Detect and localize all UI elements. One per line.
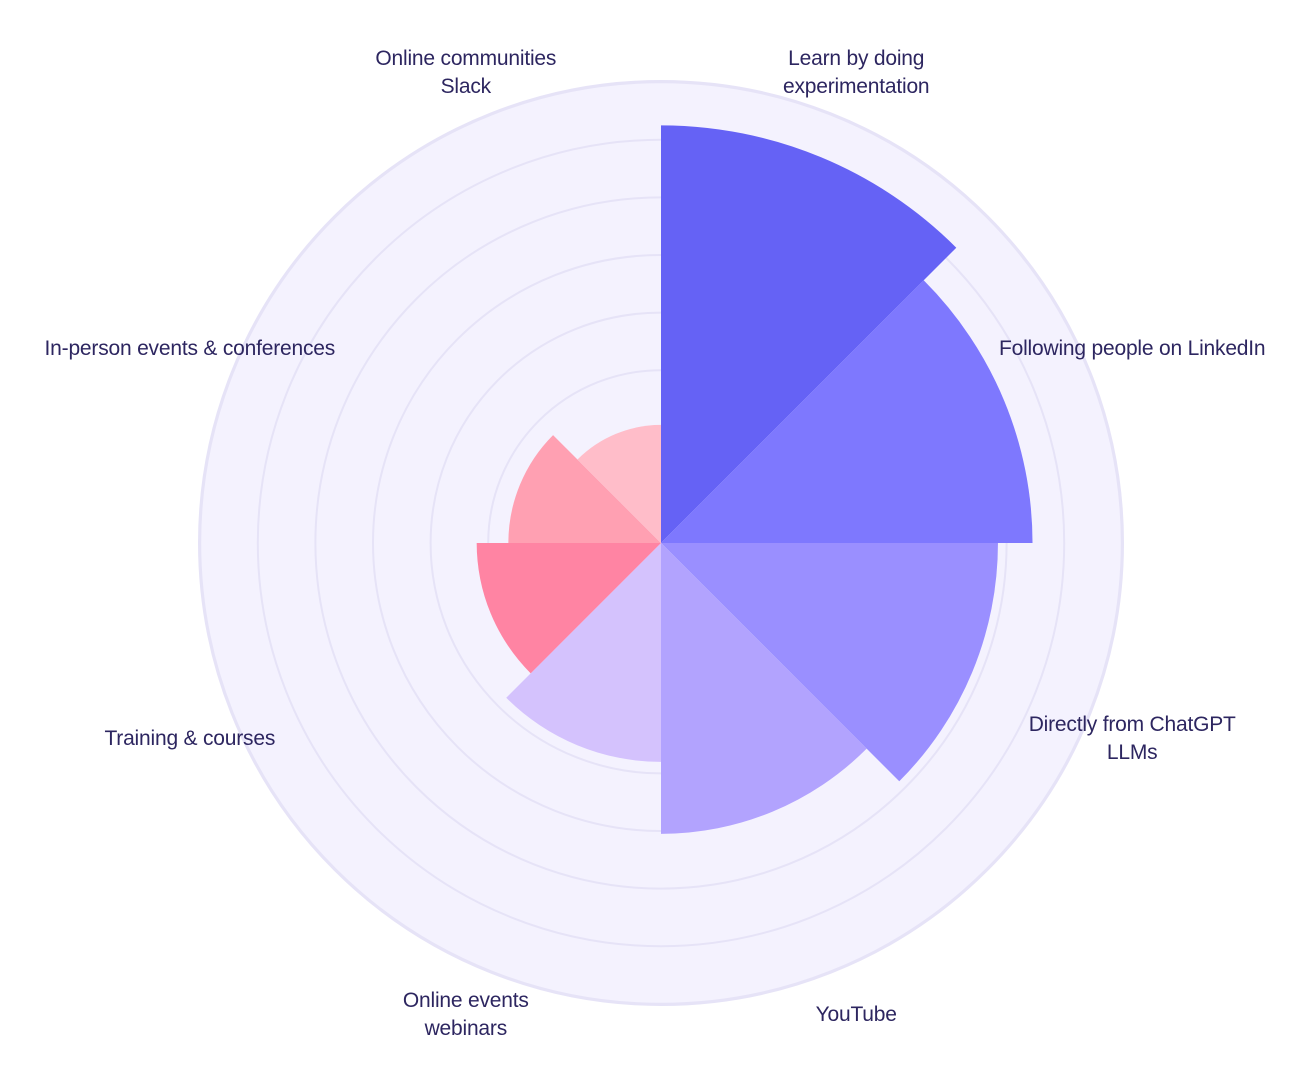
category-label-line: Slack [441, 75, 492, 98]
category-label-3: Directly from ChatGPT LLMs [1029, 713, 1236, 764]
category-label-line: experimentation [783, 75, 929, 98]
category-label-line: Directly from ChatGPT [1029, 713, 1236, 736]
slice-3 [661, 543, 998, 782]
category-label-7: In-person events & conferences [45, 337, 336, 360]
category-label-5: Online events webinars [403, 989, 529, 1040]
slice-4 [661, 543, 867, 834]
grid-ring-8 [199, 81, 1123, 1005]
category-label-line: webinars [424, 1017, 507, 1040]
chart-slices [476, 125, 1033, 834]
category-label-8: Online communities Slack [375, 47, 556, 98]
category-label-2: Following people on LinkedIn [999, 337, 1265, 360]
category-label-line: LLMs [1107, 741, 1158, 764]
category-label-line: Online events [403, 989, 529, 1012]
category-label-line: Training & courses [104, 727, 275, 750]
category-label-1: Learn by doing experimentation [783, 47, 929, 98]
category-label-4: YouTube [816, 1003, 897, 1026]
category-label-line: YouTube [816, 1003, 897, 1026]
category-label-6: Training & courses [104, 727, 275, 750]
slice-5 [506, 543, 661, 762]
slice-1 [661, 125, 957, 544]
category-label-line: In-person events & conferences [45, 337, 336, 360]
category-label-line: Learn by doing [788, 47, 924, 70]
slice-8 [577, 424, 661, 543]
slice-6 [476, 543, 661, 674]
category-label-line: Following people on LinkedIn [999, 337, 1265, 360]
slice-7 [508, 435, 661, 543]
slice-2 [661, 280, 1033, 543]
category-label-line: Online communities [375, 47, 556, 70]
chart-labels: Learn by doing experimentation Following p… [45, 47, 1266, 1040]
